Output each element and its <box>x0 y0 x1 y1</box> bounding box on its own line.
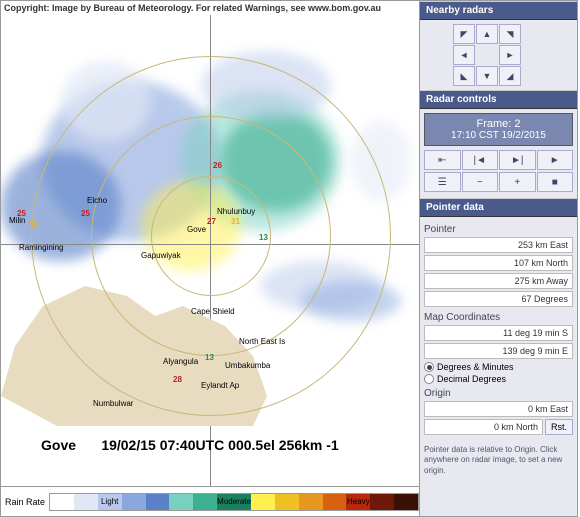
prev-button[interactable]: |◄ <box>462 150 499 170</box>
legend-seg: Heavy <box>346 494 370 510</box>
stop-button[interactable]: ■ <box>537 172 574 192</box>
legend-seg <box>122 494 146 510</box>
legend-seg: Moderate <box>217 494 251 510</box>
slower-button[interactable]: − <box>462 172 499 192</box>
city-label: North East Is <box>239 337 285 346</box>
temp-label: 13 <box>205 353 214 362</box>
city-label: Alyangula <box>163 357 198 366</box>
legend-seg <box>50 494 74 510</box>
temp-label: 27 <box>207 217 216 226</box>
loop-button[interactable]: ☰ <box>424 172 461 192</box>
origin-value: 0 km North <box>424 419 543 435</box>
city-label: Nhulunbuy <box>217 207 255 216</box>
nav-arrow-button[interactable]: ▼ <box>476 66 498 86</box>
city-label: Umbakumba <box>225 361 270 370</box>
temp-label: 26 <box>213 161 222 170</box>
nav-arrow-button[interactable]: ◤ <box>453 24 475 44</box>
radio-icon <box>424 374 434 384</box>
legend-bar: Light Moderate Heavy <box>49 493 419 511</box>
pointer-value: 67 Degrees <box>424 291 573 307</box>
nav-arrow-button[interactable]: ► <box>499 45 521 65</box>
frame-time: 17:10 CST 19/2/2015 <box>429 130 568 141</box>
stamp-line: 19/02/15 07:40UTC 000.5el 256km -1 <box>101 437 338 453</box>
city-label: Gove <box>187 225 206 234</box>
legend-seg <box>323 494 347 510</box>
pointer-value: 107 km North <box>424 255 573 271</box>
copyright-text: Copyright: Image by Bureau of Meteorolog… <box>1 1 384 15</box>
format-dd-radio[interactable]: Decimal Degrees <box>424 373 573 385</box>
map-coord-value: 11 deg 19 min S <box>424 325 573 341</box>
legend-seg <box>275 494 299 510</box>
temp-label: 31 <box>231 217 240 226</box>
nav-arrow-button[interactable]: ◢ <box>499 66 521 86</box>
legend-seg <box>251 494 275 510</box>
city-label: Cape Shield <box>191 307 235 316</box>
map-coords-sub: Map Coordinates <box>424 309 573 325</box>
legend-seg <box>169 494 193 510</box>
play-button[interactable]: ► <box>537 150 574 170</box>
legend-title: Rain Rate <box>1 497 49 507</box>
city-label: Numbulwar <box>93 399 133 408</box>
radio-icon <box>424 362 434 372</box>
range-ring <box>31 56 391 416</box>
temp-label: 33 <box>29 221 38 230</box>
city-label: Gapuwiyak <box>141 251 181 260</box>
legend-seg <box>74 494 98 510</box>
legend-seg <box>299 494 323 510</box>
nav-arrow-button[interactable]: ▲ <box>476 24 498 44</box>
temp-label: 13 <box>259 233 268 242</box>
pointer-note: Pointer data is relative to Origin. Clic… <box>420 441 577 480</box>
city-label: Ramingining <box>19 243 63 252</box>
temp-label: 25 <box>81 209 90 218</box>
pointer-value: 253 km East <box>424 237 573 253</box>
first-button[interactable]: ⇤ <box>424 150 461 170</box>
rain-legend: Rain Rate Light Moderate Heavy <box>1 486 419 516</box>
legend-seg <box>193 494 217 510</box>
next-button[interactable]: ►| <box>499 150 536 170</box>
temp-label: 25 <box>17 209 26 218</box>
frame-info: Frame: 2 17:10 CST 19/2/2015 <box>424 113 573 146</box>
pointer-data-header[interactable]: Pointer data <box>420 198 577 217</box>
origin-value: 0 km East <box>424 401 573 417</box>
nearby-nav-grid: ◤▲◥ ◄ ► ◣▼◢ <box>424 24 573 86</box>
station-name: Gove <box>41 437 76 453</box>
reset-origin-button[interactable]: Rst. <box>545 419 573 435</box>
nav-arrow-button[interactable]: ◥ <box>499 24 521 44</box>
radar-stamp: Gove 19/02/15 07:40UTC 000.5el 256km -1 <box>41 437 339 454</box>
nav-arrow-button[interactable]: ◄ <box>453 45 475 65</box>
city-label: Elcho <box>87 196 107 205</box>
nearby-radars-header[interactable]: Nearby radars <box>420 1 577 20</box>
nav-arrow-button[interactable]: ◣ <box>453 66 475 86</box>
pointer-sub: Pointer <box>424 221 573 237</box>
radar-panel: Copyright: Image by Bureau of Meteorolog… <box>0 0 420 517</box>
origin-sub: Origin <box>424 385 573 401</box>
temp-label: 28 <box>173 375 182 384</box>
legend-seg <box>370 494 394 510</box>
legend-seg <box>394 494 418 510</box>
faster-button[interactable]: + <box>499 172 536 192</box>
legend-seg: Light <box>98 494 122 510</box>
radar-image[interactable]: MilinRaminginingElchoNhulunbuyGoveGapuwi… <box>1 1 419 486</box>
legend-seg <box>146 494 170 510</box>
map-coord-value: 139 deg 9 min E <box>424 343 573 359</box>
radar-controls-header[interactable]: Radar controls <box>420 90 577 109</box>
sidebar: Nearby radars ◤▲◥ ◄ ► ◣▼◢ Radar controls Fr… <box>420 0 578 517</box>
pointer-value: 275 km Away <box>424 273 573 289</box>
format-dm-radio[interactable]: Degrees & Minutes <box>424 361 573 373</box>
city-label: Eylandt Ap <box>201 381 239 390</box>
